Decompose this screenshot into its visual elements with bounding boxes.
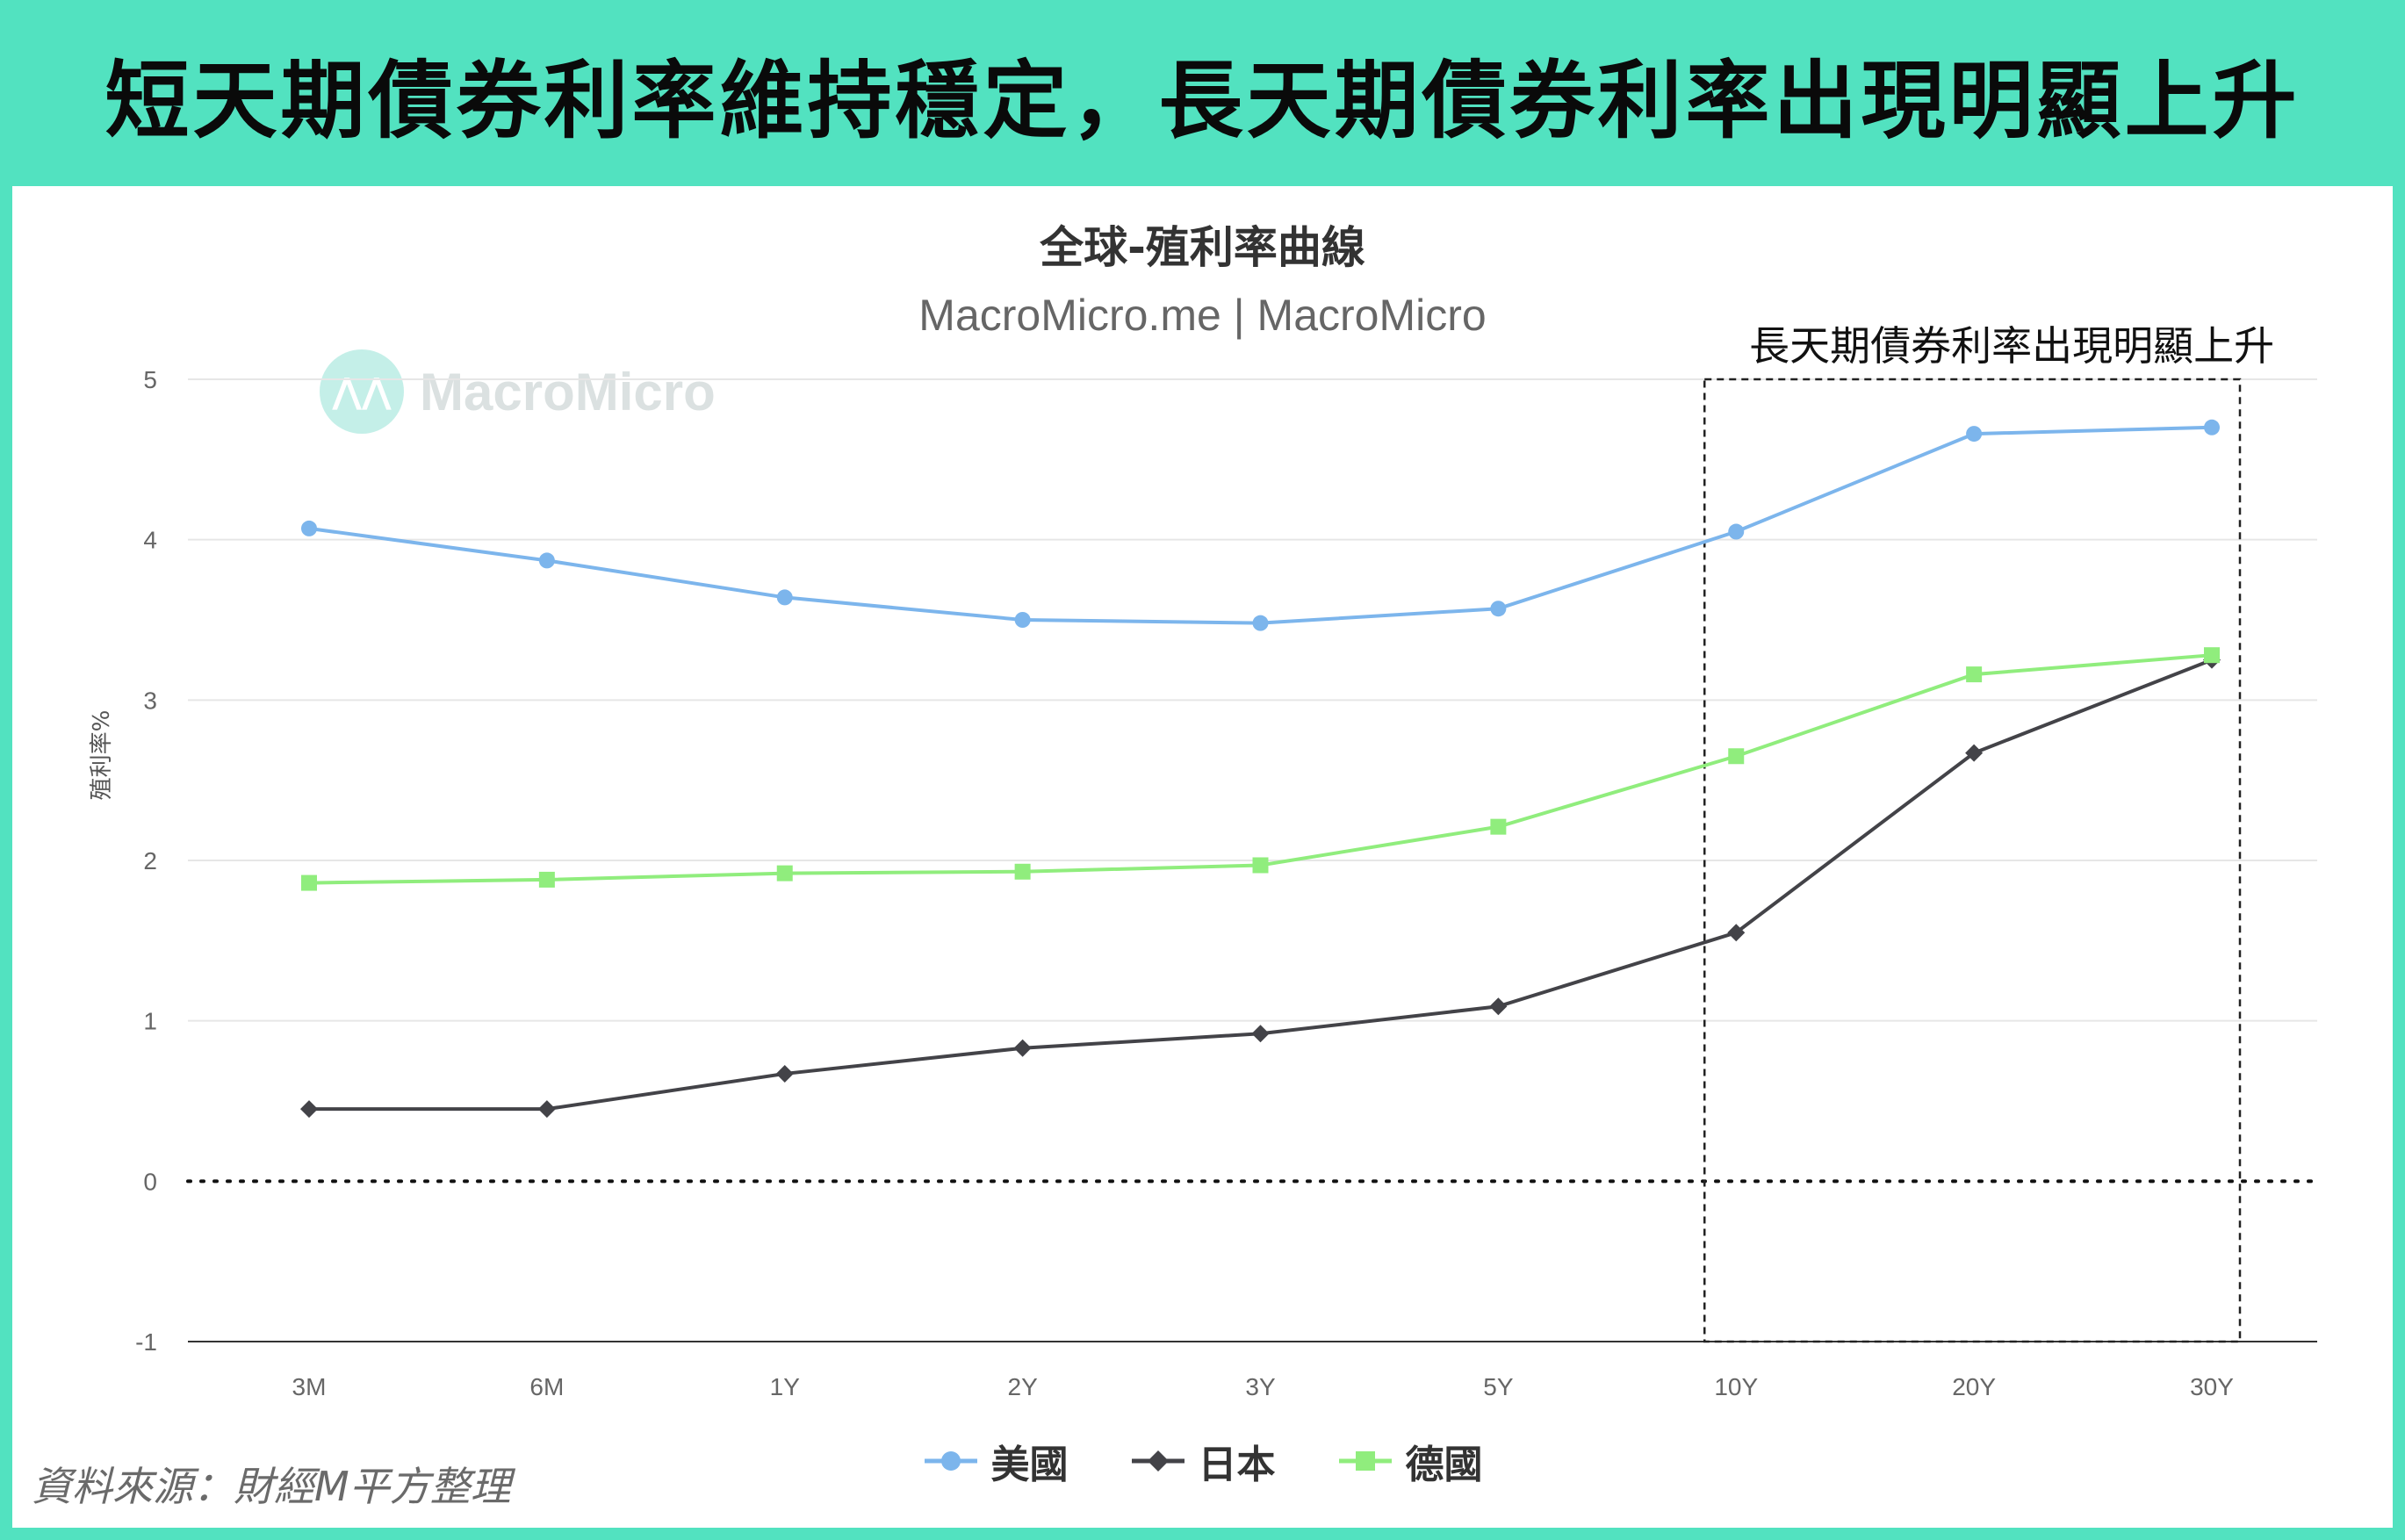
x-tick-label: 6M [529,1373,564,1400]
legend-label: 日本 [1198,1443,1276,1487]
data-point [300,1100,318,1119]
data-point [1489,997,1508,1016]
y-tick-label: 0 [143,1168,157,1195]
source-note: 資料來源：財經M平方整理 [32,1463,511,1510]
series-line-2 [308,653,2213,885]
data-point [538,552,555,569]
banner-title: 短天期債券利率維持穩定，長天期債券利率出現明顯上升 [104,51,2301,150]
data-point [1965,744,1984,762]
y-tick-label: 2 [143,847,157,874]
x-tick-label: 5Y [1483,1373,1514,1400]
legend-item[interactable]: 德國 [1337,1433,1483,1489]
annotation-layer: 長天期債券利率出現明顯上升 [1703,322,2274,1343]
data-point [1014,612,1031,628]
data-point [1966,426,1983,443]
y-tick-label: -1 [135,1328,157,1356]
data-point [1728,523,1745,540]
x-tick-label: 20Y [1952,1373,1996,1400]
data-point [2204,647,2220,664]
legend-marker [1355,1451,1375,1471]
legend-label: 美國 [990,1443,1069,1487]
x-tick-label: 10Y [1714,1373,1758,1400]
y-tick-label: 4 [143,527,157,554]
y-tick-label: 3 [143,687,157,714]
y-tick-label: 1 [143,1008,157,1035]
watermark: ⋀⋀ MacroMicro [320,349,716,434]
x-tick-label: 3Y [1245,1373,1276,1400]
x-tick-label: 1Y [770,1373,801,1400]
series-layer [300,419,2221,1119]
grid-layer [186,378,2319,1184]
data-point [776,589,793,606]
data-point [1251,1025,1270,1043]
data-point [1966,666,1983,683]
data-point [1490,601,1507,617]
y-tick-label: 5 [143,366,157,393]
data-point [537,1100,556,1119]
data-point [1490,818,1507,835]
y-axis-title: 殖利率% [89,710,115,801]
x-tick-label: 30Y [2190,1373,2234,1400]
data-point [301,520,317,536]
legend-swatch-icon [924,1451,977,1471]
chart-title: 全球-殖利率曲線 [1040,222,1365,273]
x-tick-label: 2Y [1008,1373,1039,1400]
data-point [1013,1039,1032,1057]
legend-swatch-icon [1338,1451,1392,1471]
series-line-0 [308,425,2213,625]
legend-item[interactable]: 美國 [923,1433,1069,1489]
data-point [1727,924,1746,942]
banner: 短天期債券利率維持穩定，長天期債券利率出現明顯上升 [0,0,2405,186]
annotation-label: 長天期債券利率出現明顯上升 [1749,322,2274,370]
legend-item[interactable]: 日本 [1130,1433,1276,1489]
data-point [301,874,317,891]
data-point [1252,615,1269,631]
legend-marker [1147,1450,1169,1472]
data-point [776,865,793,882]
data-point [1252,857,1269,874]
watermark-text: MacroMicro [420,362,716,421]
data-point [1728,748,1745,765]
legend-label: 德國 [1405,1443,1483,1487]
data-point [775,1064,794,1083]
legend-swatch-icon [1131,1450,1184,1472]
chart-panel: 全球-殖利率曲線 MacroMicro.me | MacroMicro ⋀⋀ M… [12,186,2393,1528]
axis-layer: -1 0 1 2 3 4 5 3M 6M 1Y 2Y 3Y 5Y 10Y 20Y 30Y 殖利率% [89,366,2317,1400]
data-point [2204,419,2220,435]
legend: 美國 日本 德國 [12,1433,2393,1489]
yield-curve-chart: -1 0 1 2 3 4 5 3M 6M 1Y 2Y 3Y 5Y 10Y 20Y 30Y 殖利率% 長天期債券利… [89,322,2319,1400]
chart-subtitle: MacroMicro.me | MacroMicro [918,291,1487,340]
data-point [1014,863,1031,880]
x-tick-label: 3M [292,1373,327,1400]
watermark-logo-icon: ⋀⋀ [320,349,404,434]
data-point [538,871,555,888]
legend-marker [940,1451,961,1471]
annotation-box [1703,378,2242,1343]
